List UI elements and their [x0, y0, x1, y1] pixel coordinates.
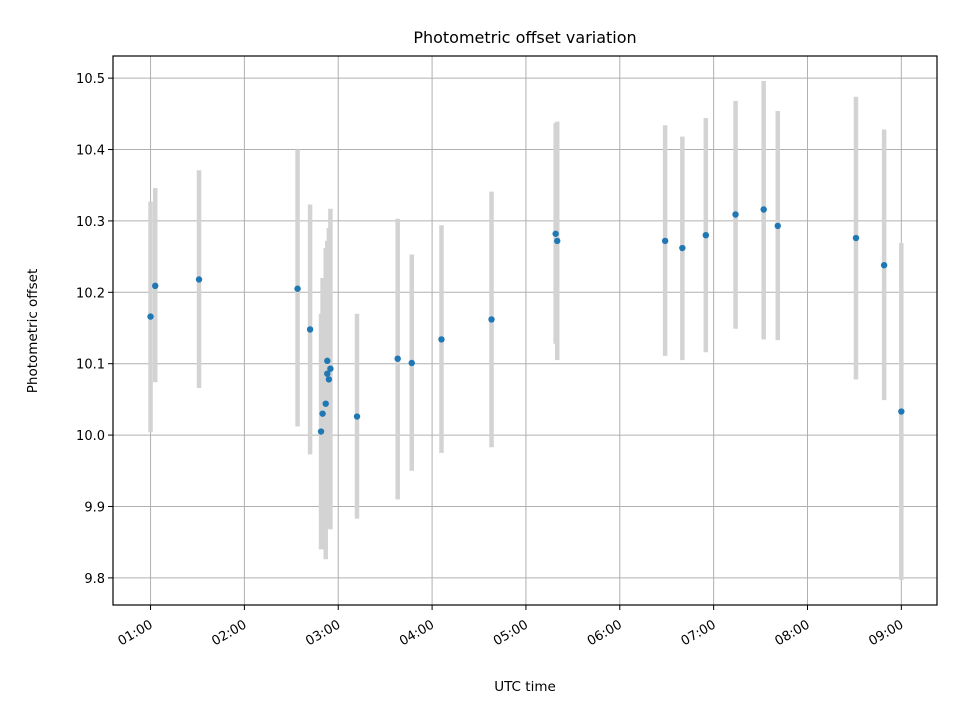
data-point	[438, 336, 445, 343]
x-tick-label: 03:00	[303, 617, 343, 649]
data-point	[317, 428, 325, 435]
x-tick-label: 05:00	[491, 617, 531, 649]
y-axis-label: Photometric offset	[25, 269, 41, 393]
data-point	[679, 244, 686, 252]
data-points	[147, 206, 905, 435]
data-point	[319, 410, 326, 417]
data-point	[325, 376, 333, 383]
data-point	[324, 370, 331, 377]
x-axis-ticks: 01:00 02:00 03:00 04:00 05:00 06:00 07:00 08:00…	[116, 605, 906, 649]
data-point	[195, 276, 203, 283]
data-point	[306, 326, 314, 333]
data-point	[552, 230, 559, 237]
y-tick-label: 10.5	[76, 72, 105, 87]
y-tick-label: 10.4	[76, 144, 105, 159]
data-point	[152, 282, 159, 290]
y-axis-ticks: 9.8 9.9 10.0 10.1 10.2 10.3 10.4 10.5	[76, 72, 113, 587]
data-point	[760, 206, 767, 213]
data-point	[147, 313, 154, 320]
data-point	[554, 237, 561, 245]
data-point	[774, 222, 781, 230]
data-point	[732, 211, 739, 218]
data-point	[324, 357, 331, 365]
data-point	[702, 231, 710, 239]
x-tick-label: 06:00	[585, 617, 625, 649]
data-point	[322, 400, 329, 407]
data-point	[353, 413, 361, 420]
y-tick-label: 10.0	[76, 429, 105, 444]
data-point	[488, 316, 495, 323]
x-tick-label: 02:00	[209, 617, 249, 649]
data-point	[327, 365, 334, 372]
x-tick-label: 04:00	[397, 617, 437, 649]
x-axis-label: UTC time	[494, 679, 556, 695]
data-point	[294, 285, 301, 292]
y-tick-label: 9.8	[84, 572, 105, 587]
data-point	[852, 234, 860, 242]
x-tick-label: 07:00	[679, 617, 719, 649]
data-point	[661, 237, 669, 245]
grid	[113, 56, 937, 605]
y-tick-label: 10.1	[76, 358, 105, 373]
y-tick-label: 10.3	[76, 215, 105, 230]
y-tick-label: 9.9	[84, 500, 105, 515]
data-point	[880, 261, 888, 269]
data-point	[408, 359, 415, 367]
x-tick-label: 08:00	[773, 617, 813, 649]
data-point	[898, 408, 905, 415]
x-tick-label: 09:00	[866, 617, 906, 649]
x-tick-label: 01:00	[116, 617, 156, 649]
y-tick-label: 10.2	[76, 286, 105, 301]
data-point	[394, 355, 401, 362]
chart-title: Photometric offset variation	[413, 28, 636, 47]
plot-frame	[112, 55, 938, 606]
